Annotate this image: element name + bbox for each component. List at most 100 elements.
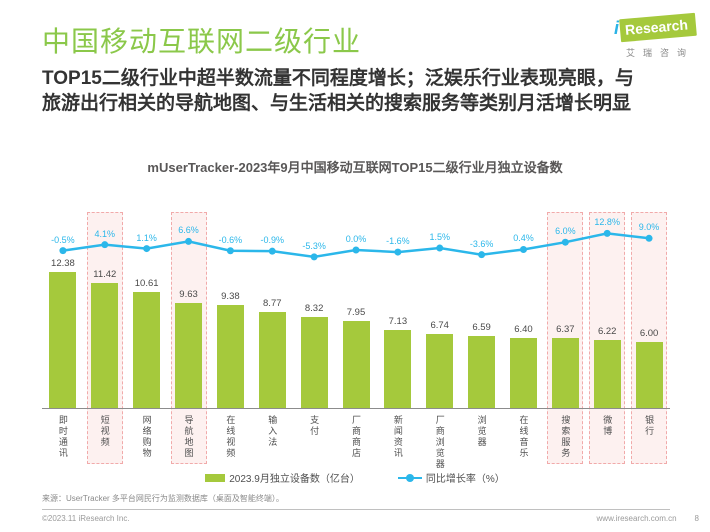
subtitle-line-2: 旅游出行相关的导航地图、与生活相关的搜索服务等类别月活增长明显 [42,93,632,114]
bar [133,291,161,408]
bar-value-label: 6.74 [430,320,449,332]
legend-item-line: 同比增长率（%） [397,470,505,485]
chart-plot: 12.38 -0.5% 即时通讯 11.42 4.1% 短视频 10.61 1.1% 网络购物 9… [42,200,670,472]
chart-legend: 2023.9月独立设备数（亿台） 同比增长率（%） [0,470,710,485]
bar [91,282,119,408]
growth-rate-label: 1.5% [429,232,450,243]
logo-i-glyph: i [613,18,619,38]
category-label: 厂商商店 [351,415,361,459]
bar-value-label: 10.61 [134,277,159,289]
chart-title: mUserTracker-2023年9月中国移动互联网TOP15二级行业月独立设… [147,160,563,175]
legend-item-bar: 2023.9月独立设备数（亿台） [205,470,360,485]
category-label: 在线音乐 [518,415,529,459]
bar-value-label: 8.32 [304,302,324,314]
data-point [268,247,276,255]
category-label: 导航地图 [183,415,194,459]
footer-right: www.iresearch.com.cn 8 [597,514,699,523]
growth-rate-label: -0.9% [260,235,285,246]
bar [468,335,496,408]
bar-value-label: 6.22 [597,325,617,337]
growth-rate-label: -1.6% [386,236,410,247]
bar-value-label: 7.13 [388,315,408,327]
x-axis-line [42,408,670,409]
growth-rate-label: -0.6% [218,234,243,245]
data-point [143,245,151,253]
bar-value-label: 9.63 [179,288,198,300]
category-label: 搜索服务 [560,415,571,459]
website-text: www.iresearch.com.cn [596,514,677,523]
page-subtitle: TOP15二级行业中超半数流量不同程度增长；泛娱乐行业表现亮眼，与 旅游出行相关… [42,66,682,116]
category-label: 在线视频 [225,415,236,459]
growth-rate-label: -3.6% [469,238,494,249]
category-label: 微博 [602,415,613,437]
data-point [101,241,109,249]
highlight-box [589,212,626,464]
page-title: 中国移动互联网二级行业 [42,26,362,57]
category-label: 浏览器 [476,415,487,448]
bar [175,302,203,408]
category-label: 输入法 [267,415,278,448]
bar-value-label: 6.40 [514,323,533,335]
bar [216,305,244,408]
data-point [478,251,486,259]
bar-value-label: 12.38 [51,258,75,270]
category-label: 银行 [644,415,655,437]
bar [258,311,286,408]
subtitle-line-1: TOP15二级行业中超半数流量不同程度增长；泛娱乐行业表现亮眼，与 [42,68,634,89]
bar [593,339,621,408]
growth-rate-label: 4.1% [94,228,116,239]
growth-rate-label: 6.6% [178,225,199,236]
bar [342,320,370,408]
category-label: 新闻资讯 [392,415,403,459]
iresearch-logo-mark: i Research [613,12,697,43]
growth-line-layer [59,229,653,261]
bar-value-label: 6.00 [639,328,659,340]
growth-rate-label: 12.8% [594,217,620,228]
logo-research-wordmark: Research [619,12,697,43]
bar-series-label: 2023.9月独立设备数（亿台） [229,474,360,485]
bar [635,342,663,408]
growth-rate-label: 1.1% [136,232,157,243]
page-number: 8 [694,514,699,523]
growth-rate-label: -0.5% [51,234,75,245]
data-point [519,245,527,253]
category-label: 即时通讯 [57,415,68,459]
category-label: 厂商浏览器 [434,415,445,470]
data-point [185,237,193,245]
highlight-box [631,212,668,464]
bar [384,329,412,408]
bar-value-label: 8.77 [263,297,282,309]
data-point [561,238,569,246]
line-series-swatch [397,473,422,482]
footer-divider [42,509,670,510]
bar-value-label: 7.95 [346,306,366,318]
growth-rate-label: 9.0% [638,222,660,233]
growth-rate-label: 6.0% [555,226,576,237]
category-label: 网络购物 [141,415,152,459]
bar-value-label: 6.37 [556,324,575,336]
bar-value-label: 9.38 [221,291,240,303]
category-label: 支付 [309,415,320,437]
growth-rate-label: 0.0% [345,234,367,244]
bar [509,337,537,408]
data-point [603,229,611,237]
data-point [394,248,402,256]
data-point [436,244,444,252]
bar-value-label: 11.42 [93,268,117,280]
data-point [352,246,360,254]
data-point [310,253,318,261]
bar [49,272,77,408]
source-note: 来源：UserTracker 多平台网民行为监测数据库（桌面及智能终端）。 [42,494,284,503]
logo-chinese-name: 艾瑞咨询 [625,48,694,58]
bar [551,338,579,408]
growth-rate-label: 0.4% [513,233,534,244]
copyright-text: ©2023.11 iResearch Inc. [42,514,130,523]
line-series-label: 同比增长率（%） [425,474,505,485]
bar-value-label: 6.59 [472,321,491,333]
bar [300,316,328,408]
bar [426,334,454,408]
iresearch-logo: i Research 艾瑞咨询 [613,12,697,59]
category-label: 短视频 [99,415,110,448]
bar-series-swatch [205,473,226,482]
